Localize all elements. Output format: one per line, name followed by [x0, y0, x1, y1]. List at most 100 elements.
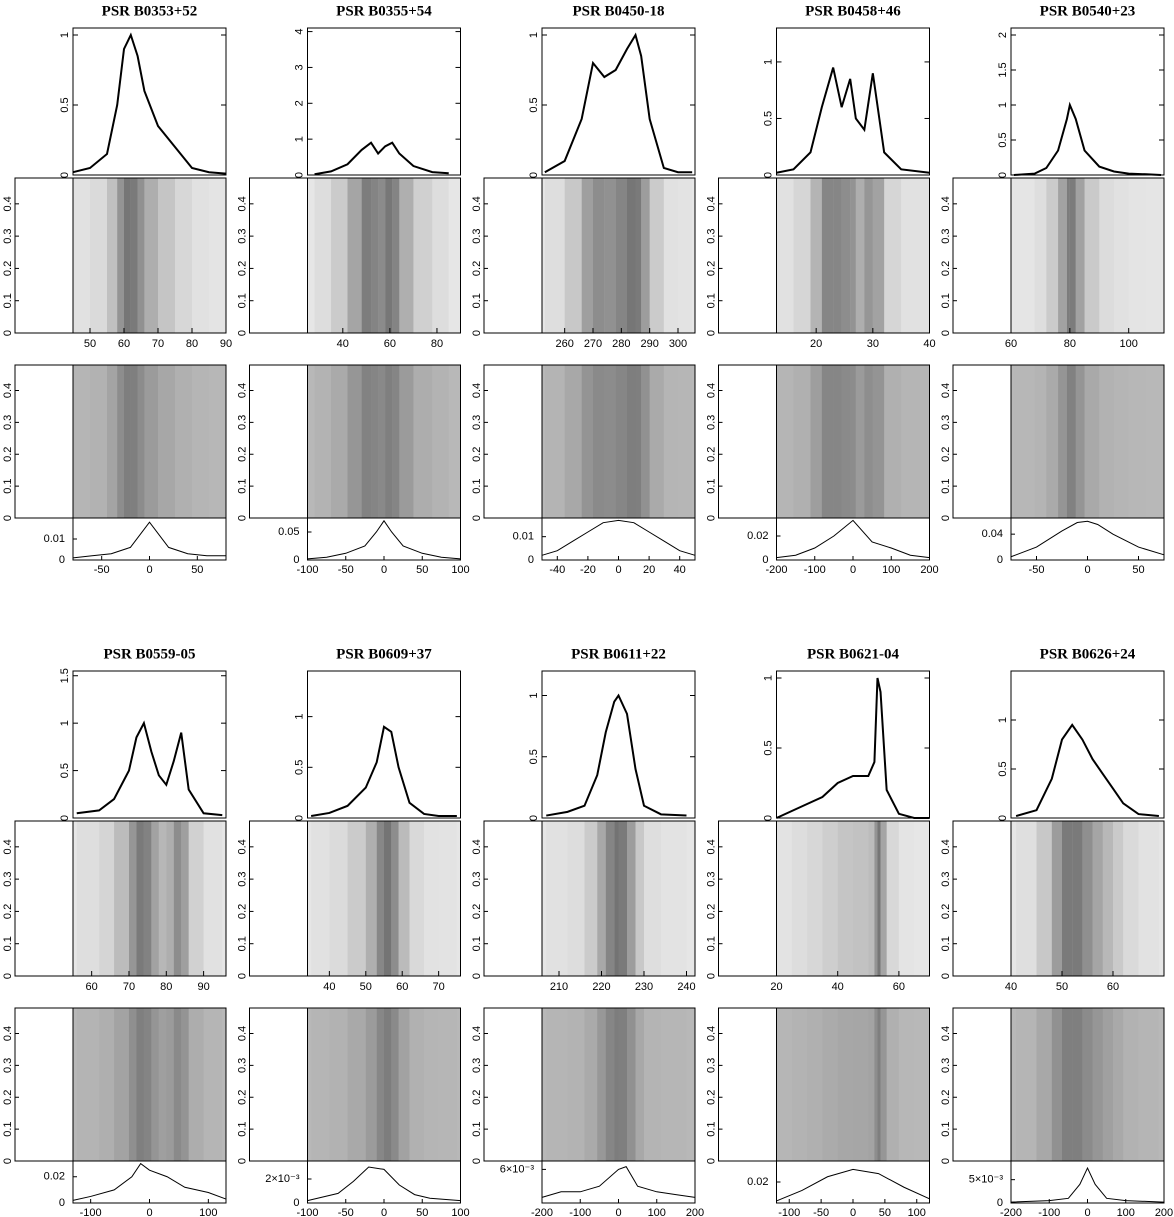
map-column: [1066, 178, 1070, 333]
map-column: [114, 821, 129, 976]
map-column: [1123, 1008, 1138, 1161]
side-tick-label: 0.4: [471, 383, 483, 398]
map-column: [385, 178, 393, 333]
side-tick-label: 0.1: [940, 1121, 952, 1136]
panel-title: PSR B0458+46: [805, 3, 901, 19]
map-column: [604, 178, 616, 333]
map-column: [188, 1008, 204, 1161]
map-column: [398, 1008, 410, 1161]
side-tick-label: 0.2: [471, 261, 483, 276]
map-column: [143, 1008, 152, 1161]
map-column: [315, 365, 331, 518]
side-tick-label: 0.2: [236, 1090, 248, 1105]
map-column: [821, 178, 834, 333]
side-frame: [249, 1007, 308, 1162]
y-tick-label: 0.5: [528, 97, 540, 112]
side-tick-label: 0.3: [940, 871, 952, 886]
map-column: [1099, 178, 1114, 333]
map-column: [868, 1008, 875, 1161]
y-tick-label: 1: [997, 717, 1009, 723]
map-column: [1046, 178, 1059, 333]
y-tick-label: 0.5: [997, 132, 1009, 147]
lrfs-frame: [72, 517, 227, 561]
map-column: [1092, 1008, 1103, 1161]
map-column: [635, 821, 644, 976]
map-column: [887, 1008, 899, 1161]
lrfs-x-tick-label: 0: [850, 564, 856, 576]
map-column: [880, 1008, 887, 1161]
map-column: [1146, 365, 1161, 518]
side-tick-label: 0.3: [471, 871, 483, 886]
map-column: [137, 178, 145, 333]
map-column: [392, 365, 400, 518]
map-column: [181, 1008, 189, 1161]
lrfs-x-tick-label: -50: [338, 1207, 354, 1217]
lrfs-y-tick-label: 0: [59, 1197, 65, 1209]
map-column: [1062, 1008, 1073, 1161]
map-column: [614, 1008, 619, 1161]
profile-line: [72, 32, 227, 175]
y-tick-label: 0.5: [997, 761, 1009, 776]
side-frame: [249, 177, 308, 334]
side-tick-label: 0.3: [471, 415, 483, 430]
map-column: [914, 1008, 929, 1161]
side-tick-label: 0.4: [705, 196, 717, 211]
map-column: [413, 178, 433, 333]
lrfs-x-tick-label: -50: [813, 1207, 829, 1217]
x-tick-label: 40: [923, 338, 935, 350]
profile-frame: [776, 670, 930, 819]
lrfs-line: [307, 519, 461, 560]
map-column: [627, 1008, 636, 1161]
map-column: [158, 178, 175, 333]
lrfs-x-tick-label: 200: [920, 564, 938, 576]
map-column: [649, 178, 664, 333]
map-column: [73, 365, 90, 518]
profile-line: [1015, 723, 1159, 818]
map-column: [209, 365, 226, 518]
map-background: [1011, 1008, 1164, 1161]
x-tick-label: 70: [433, 981, 445, 993]
map-background: [542, 1008, 695, 1161]
map-column: [376, 1008, 384, 1161]
map-column: [192, 365, 209, 518]
map-column: [807, 1008, 823, 1161]
map-column: [822, 1008, 838, 1161]
map-column: [432, 178, 448, 333]
y-tick-label: 0.5: [59, 97, 71, 112]
map-column: [1035, 365, 1047, 518]
side-tick-label: 0.4: [236, 1026, 248, 1041]
map-column: [678, 178, 692, 333]
map-column: [874, 1008, 878, 1161]
x-tick-label: 50: [360, 981, 372, 993]
map-column: [399, 365, 414, 518]
profile-line: [310, 725, 457, 817]
side-tick-label: 0.3: [705, 415, 717, 430]
map-column: [151, 1008, 159, 1161]
map-column: [166, 821, 174, 976]
map-column: [399, 178, 414, 333]
map-column: [130, 365, 138, 518]
side-tick-label: 0: [705, 330, 717, 336]
map-column: [90, 178, 107, 333]
panel-title: PSR B0353+52: [102, 3, 198, 19]
side-tick-label: 0.2: [471, 904, 483, 919]
side-tick-label: 0: [940, 330, 952, 336]
map-column: [361, 365, 372, 518]
map-background: [1011, 365, 1164, 518]
map-background: [307, 178, 461, 333]
map-column: [99, 1008, 115, 1161]
side-tick-label: 0: [236, 973, 248, 979]
map-column: [1082, 821, 1093, 976]
y-tick-label: 1: [293, 714, 305, 720]
side-tick-label: 0: [2, 1158, 14, 1164]
lrfs-y-tick-label: 0.05: [278, 526, 299, 538]
side-tick-label: 0.4: [705, 383, 717, 398]
map-column: [855, 178, 865, 333]
map-column: [593, 178, 605, 333]
side-tick-label: 0.2: [2, 904, 14, 919]
profile-line: [546, 693, 687, 817]
side-tick-label: 0.3: [705, 871, 717, 886]
map-column: [841, 365, 851, 518]
map-column: [107, 365, 118, 518]
lrfs-x-tick-label: -50: [1029, 564, 1045, 576]
